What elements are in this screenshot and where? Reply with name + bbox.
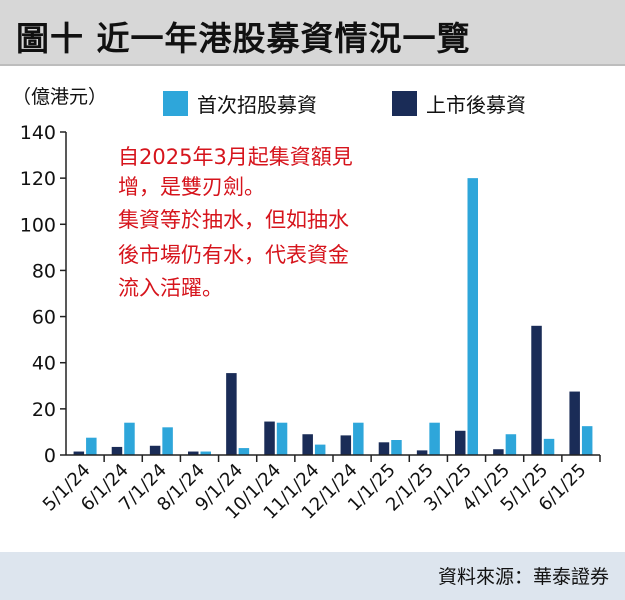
bar-ipo <box>162 427 173 455</box>
bar-follow-on <box>378 442 390 455</box>
y-tick-label: 80 <box>32 260 56 282</box>
annotation-line-1: 自2025年3月起集資額見 <box>118 145 353 169</box>
bar-follow-on <box>531 325 542 455</box>
annotation-line-2: 增，是雙刃劍。 <box>118 175 265 199</box>
bar-ipo <box>429 422 440 455</box>
bars <box>73 178 593 455</box>
bar-ipo <box>200 451 211 455</box>
bar-ipo <box>276 422 288 455</box>
y-tick-label: 0 <box>44 445 56 467</box>
bar-follow-on <box>340 435 352 455</box>
y-tick-label: 140 <box>20 122 56 144</box>
bar-follow-on <box>226 373 237 455</box>
bar-ipo <box>353 422 364 455</box>
bar-follow-on <box>493 449 504 455</box>
y-tick-label: 100 <box>20 214 56 236</box>
bar-follow-on <box>455 430 466 455</box>
bar-ipo <box>505 434 517 455</box>
bar-ipo <box>124 422 135 455</box>
y-tick-label: 60 <box>32 307 56 329</box>
bar-follow-on <box>111 446 123 455</box>
legend-swatch-follow-on <box>392 91 417 116</box>
legend-label-follow-on: 上市後募資 <box>426 93 526 117</box>
bar-follow-on <box>302 434 313 455</box>
bar-ipo <box>238 448 250 455</box>
legend-swatch-ipo <box>163 91 188 116</box>
y-axis: 0 20 40 60 80 100 120 140 <box>20 122 67 467</box>
bar-follow-on <box>569 391 580 455</box>
y-axis-label: （億港元） <box>12 86 107 108</box>
bar-follow-on <box>188 451 199 455</box>
source-note: 資料來源：華泰證券 <box>437 566 609 588</box>
bar-ipo <box>314 444 326 455</box>
legend-label-ipo: 首次招股募資 <box>197 93 317 117</box>
bar-chart: （億港元） 首次招股募資 上市後募資 0 20 40 60 80 100 120 140 5/… <box>12 86 601 524</box>
bar-ipo <box>391 440 402 455</box>
bar-ipo <box>86 437 97 455</box>
annotation-line-4: 後市場仍有水，代表資金 <box>118 243 349 267</box>
bar-follow-on <box>416 450 428 455</box>
y-tick-label: 40 <box>32 353 56 375</box>
x-axis: 5/1/246/1/247/1/248/1/249/1/2410/1/2411/… <box>39 454 601 524</box>
bar-ipo <box>467 178 478 455</box>
bar-ipo <box>581 426 593 455</box>
y-tick-label: 120 <box>20 168 56 190</box>
annotation-line-3: 集資等於抽水，但如抽水 <box>118 208 349 232</box>
title-banner: 圖十 近一年港股募資情況一覽 <box>0 0 625 66</box>
bar-follow-on <box>149 445 161 455</box>
bar-follow-on <box>73 451 85 455</box>
y-tick-label: 20 <box>32 399 56 421</box>
chart-title: 圖十 近一年港股募資情況一覽 <box>16 19 471 58</box>
footer-bar: 資料來源：華泰證券 <box>0 552 625 600</box>
annotation-text: 自2025年3月起集資額見 增，是雙刃劍。 集資等於抽水，但如抽水 後市場仍有水… <box>118 145 360 300</box>
bar-ipo <box>543 438 555 455</box>
annotation-line-5: 流入活躍。 <box>118 276 223 300</box>
bar-follow-on <box>264 421 275 455</box>
